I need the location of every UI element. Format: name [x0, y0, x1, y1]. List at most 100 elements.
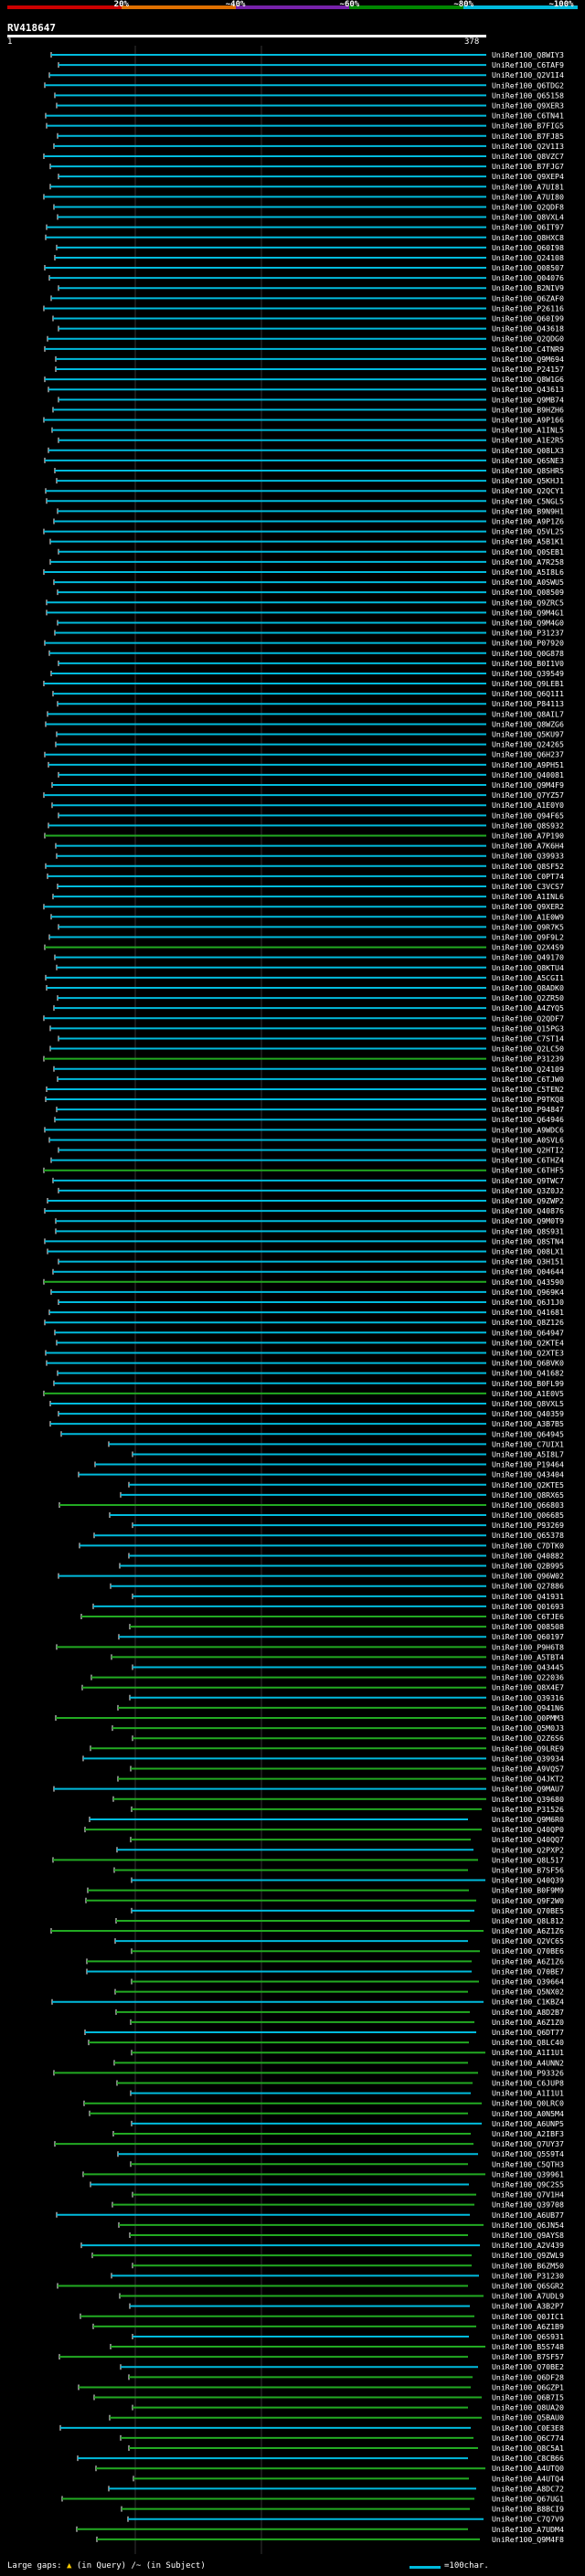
- hit-label[interactable]: UniRef100_B6ZM50: [492, 2261, 564, 2270]
- hit-label[interactable]: UniRef100_Q39708: [492, 2200, 564, 2210]
- hit-row[interactable]: UniRef100_Q64947: [54, 1328, 564, 1337]
- hit-row[interactable]: UniRef100_A7UDM4: [76, 2525, 564, 2534]
- hit-label[interactable]: UniRef100_Q8WZG6: [492, 719, 564, 728]
- hit-row[interactable]: UniRef100_Q01693: [92, 1602, 564, 1611]
- hit-row[interactable]: UniRef100_P31230: [111, 2271, 564, 2280]
- hit-label[interactable]: UniRef100_A6Z1B9: [492, 2322, 564, 2331]
- hit-label[interactable]: UniRef100_P26116: [492, 303, 564, 313]
- hit-label[interactable]: UniRef100_Q9ZWL9: [492, 2251, 564, 2260]
- hit-row[interactable]: UniRef100_Q70BE5: [131, 1906, 564, 1915]
- hit-row[interactable]: UniRef100_Q9M4F8: [96, 2535, 564, 2544]
- hit-label[interactable]: UniRef100_Q8SHR5: [492, 466, 564, 475]
- hit-label[interactable]: UniRef100_Q0G878: [492, 649, 564, 658]
- hit-row[interactable]: UniRef100_A6UB77: [56, 2210, 564, 2220]
- hit-row[interactable]: UniRef100_Q969K4: [50, 1288, 564, 1297]
- hit-label[interactable]: UniRef100_Q2V1I3: [492, 142, 564, 151]
- hit-label[interactable]: UniRef100_A4UNN2: [492, 2058, 564, 2067]
- hit-label[interactable]: UniRef100_Q2X4S9: [492, 943, 564, 952]
- hit-label[interactable]: UniRef100_P31237: [492, 629, 564, 638]
- hit-row[interactable]: UniRef100_A5TBT4: [111, 1652, 564, 1661]
- hit-label[interactable]: UniRef100_Q8LC40: [492, 2038, 564, 2047]
- hit-label[interactable]: UniRef100_Q08508: [492, 1622, 564, 1631]
- hit-label[interactable]: UniRef100_Q41681: [492, 1308, 564, 1317]
- hit-row[interactable]: UniRef100_Q65158: [54, 90, 564, 100]
- hit-label[interactable]: UniRef100_Q9F9L2: [492, 932, 564, 941]
- hit-row[interactable]: UniRef100_Q08507: [44, 263, 564, 272]
- hit-label[interactable]: UniRef100_A7UI81: [492, 182, 564, 191]
- hit-row[interactable]: UniRef100_A4UTQ4: [133, 2474, 564, 2483]
- hit-label[interactable]: UniRef100_Q6Q1I1: [492, 689, 564, 698]
- hit-row[interactable]: UniRef100_Q2V1I4: [48, 70, 564, 80]
- hit-row[interactable]: UniRef100_P24157: [55, 365, 564, 374]
- hit-label[interactable]: UniRef100_B7FIG5: [492, 122, 564, 131]
- hit-row[interactable]: UniRef100_Q24108: [54, 253, 564, 262]
- hit-row[interactable]: UniRef100_Q8X4E7: [81, 1683, 564, 1692]
- hit-row[interactable]: UniRef100_C4TNR9: [44, 345, 564, 354]
- hit-label[interactable]: UniRef100_A9VQS7: [492, 1764, 564, 1773]
- hit-label[interactable]: UniRef100_Q08509: [492, 588, 564, 597]
- hit-row[interactable]: UniRef100_Q6SNE3: [44, 456, 564, 465]
- hit-row[interactable]: UniRef100_Q40081: [58, 770, 564, 779]
- hit-label[interactable]: UniRef100_Q8W1G6: [492, 375, 564, 384]
- hit-row[interactable]: UniRef100_A0SVL6: [48, 1135, 564, 1144]
- hit-row[interactable]: UniRef100_Q43618: [58, 324, 564, 334]
- hit-row[interactable]: UniRef100_B7FJG7: [49, 162, 564, 171]
- hit-label[interactable]: UniRef100_Q8VXL5: [492, 1399, 564, 1408]
- hit-row[interactable]: UniRef100_P31526: [131, 1805, 564, 1814]
- hit-row[interactable]: UniRef100_Q39708: [112, 2200, 564, 2210]
- hit-row[interactable]: UniRef100_Q9M6R0: [89, 1815, 564, 1824]
- hit-label[interactable]: UniRef100_A6Z1Z0: [492, 2018, 564, 2027]
- hit-label[interactable]: UniRef100_Q9MAU7: [492, 1785, 564, 1794]
- hit-label[interactable]: UniRef100_Q94F65: [492, 811, 564, 820]
- hit-label[interactable]: UniRef100_A9P166: [492, 416, 564, 425]
- hit-row[interactable]: UniRef100_Q7YZ57: [43, 790, 564, 800]
- hit-label[interactable]: UniRef100_Q8ADK0: [492, 983, 564, 992]
- hit-row[interactable]: UniRef100_C6TJE6: [80, 1612, 564, 1621]
- hit-row[interactable]: UniRef100_A4ZYQ5: [53, 1003, 564, 1012]
- hit-label[interactable]: UniRef100_Q2LC50: [492, 1044, 564, 1054]
- hit-label[interactable]: UniRef100_B0FL99: [492, 1379, 564, 1388]
- hit-row[interactable]: UniRef100_Q96W02: [58, 1572, 564, 1581]
- hit-label[interactable]: UniRef100_B7FJG7: [492, 162, 564, 171]
- hit-row[interactable]: UniRef100_C7DTK0: [79, 1541, 564, 1550]
- hit-row[interactable]: UniRef100_A1I1U1: [131, 2048, 564, 2057]
- hit-label[interactable]: UniRef100_C1KBZ4: [492, 1998, 564, 2007]
- hit-label[interactable]: UniRef100_Q8X4E7: [492, 1683, 564, 1692]
- hit-row[interactable]: UniRef100_Q94F65: [58, 811, 564, 820]
- hit-row[interactable]: UniRef100_Q8ADK0: [46, 983, 564, 992]
- hit-row[interactable]: UniRef100_Q8VZC7: [43, 152, 564, 161]
- hit-row[interactable]: UniRef100_B8BCI9: [121, 2505, 564, 2514]
- hit-label[interactable]: UniRef100_Q2QDF8: [492, 202, 564, 211]
- hit-label[interactable]: UniRef100_Q2KTE4: [492, 1338, 564, 1347]
- hit-row[interactable]: UniRef100_Q941N6: [117, 1703, 564, 1712]
- hit-row[interactable]: UniRef100_Q6DF28: [128, 2372, 564, 2381]
- hit-label[interactable]: UniRef100_Q40882: [492, 1551, 564, 1560]
- hit-row[interactable]: UniRef100_Q24109: [53, 1065, 564, 1074]
- hit-label[interactable]: UniRef100_Q9TWC7: [492, 1176, 564, 1185]
- hit-row[interactable]: UniRef100_C1KBZ4: [51, 1998, 564, 2007]
- hit-label[interactable]: UniRef100_Q9XER3: [492, 101, 564, 110]
- hit-label[interactable]: UniRef100_Q70BE7: [492, 1966, 564, 1976]
- hit-row[interactable]: UniRef100_Q8KTU4: [56, 963, 564, 972]
- hit-row[interactable]: UniRef100_C6TJW0: [57, 1075, 564, 1084]
- hit-label[interactable]: UniRef100_A5TBT4: [492, 1652, 564, 1661]
- hit-row[interactable]: UniRef100_Q04076: [48, 273, 564, 282]
- hit-label[interactable]: UniRef100_P93326: [492, 2068, 564, 2077]
- hit-row[interactable]: UniRef100_Q9M4F9: [51, 780, 564, 790]
- hit-label[interactable]: UniRef100_A1I1U1: [492, 2048, 564, 2057]
- hit-row[interactable]: UniRef100_Q64946: [54, 1115, 564, 1124]
- hit-row[interactable]: UniRef100_C5QTH3: [130, 2159, 564, 2168]
- hit-label[interactable]: UniRef100_Q60197: [492, 1632, 564, 1641]
- hit-row[interactable]: UniRef100_Q2VC65: [114, 1936, 564, 1945]
- hit-label[interactable]: UniRef100_P31526: [492, 1805, 564, 1814]
- hit-label[interactable]: UniRef100_Q60I99: [492, 314, 564, 323]
- hit-row[interactable]: UniRef100_Q8S932: [48, 821, 564, 830]
- hit-label[interactable]: UniRef100_A1INL5: [492, 426, 564, 435]
- hit-row[interactable]: UniRef100_A9VQS7: [130, 1764, 564, 1773]
- hit-label[interactable]: UniRef100_Q8AIL7: [492, 709, 564, 718]
- hit-label[interactable]: UniRef100_Q96W02: [492, 1572, 564, 1581]
- hit-label[interactable]: UniRef100_Q8WIY3: [492, 50, 564, 59]
- hit-label[interactable]: UniRef100_Q8VXL4: [492, 213, 564, 222]
- hit-row[interactable]: UniRef100_Q8W1G6: [44, 375, 564, 384]
- hit-label[interactable]: UniRef100_B7SF56: [492, 1865, 564, 1874]
